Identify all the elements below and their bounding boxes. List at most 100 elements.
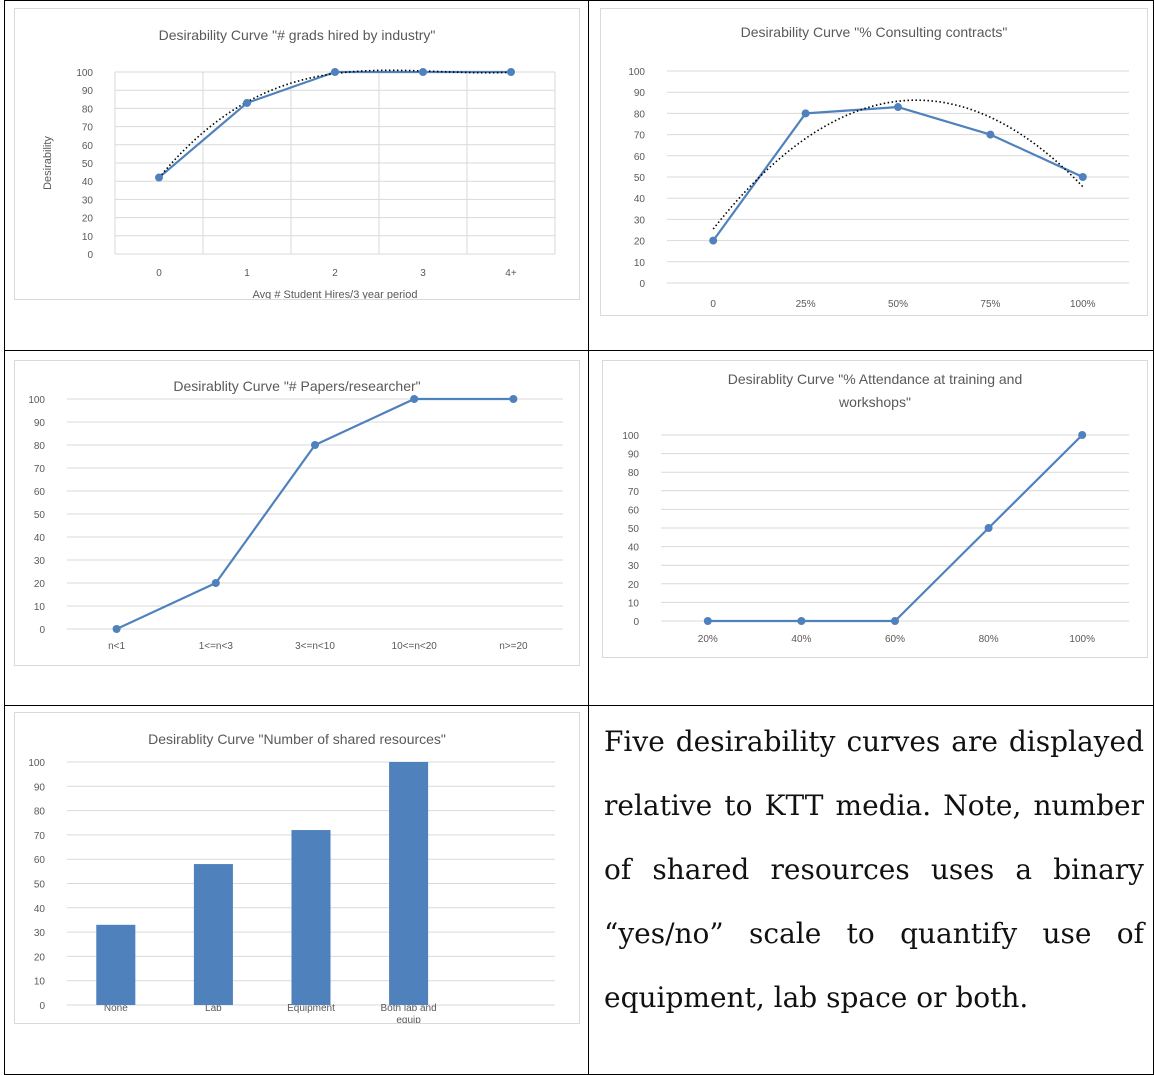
x-tick-label: 1<=n<3 [199,641,234,652]
y-tick-label: 50 [634,173,646,184]
y-tick-label: 60 [34,487,46,498]
data-point [709,236,718,245]
x-tick-label: equip [396,1015,421,1023]
y-tick-label: 30 [628,561,640,572]
data-point [211,579,220,587]
y-tick-label: 40 [634,194,646,205]
data-point [703,617,712,625]
y-tick-label: 40 [82,177,94,188]
x-tick-label: 40% [791,634,811,645]
y-tick-label: 100 [628,67,645,78]
x-tick-label: None [104,1003,128,1014]
bar-equipment [291,830,331,1005]
y-tick-label: 50 [34,880,46,891]
y-tick-label: 80 [634,109,646,120]
y-tick-label: 90 [628,450,640,461]
y-tick-label: 20 [628,580,640,591]
y-tick-label: 100 [622,431,639,442]
y-tick-label: 90 [34,782,46,793]
data-point [410,395,419,403]
table-border-row2 [4,705,1154,706]
data-point [894,103,902,112]
y-tick-label: 70 [82,123,94,134]
bar-both-lab-and-equip [389,762,429,1005]
x-tick-label: 100% [1069,634,1095,645]
chart-title: Desirablity Curve "Number of shared reso… [148,731,446,747]
bar-lab [193,864,233,1005]
y-tick-label: 60 [634,152,646,163]
data-point [331,68,339,76]
data-point [801,109,810,118]
x-tick-label: 60% [885,634,905,645]
y-tick-label: 10 [628,598,640,609]
y-tick-label: 80 [628,468,640,479]
data-point [155,173,163,182]
chart-grads-hired-svg: Desirability Curve "# grads hired by ind… [42,27,556,299]
y-tick-label: 90 [82,86,94,97]
data-point [986,130,995,139]
x-tick-label: 10<=n<20 [392,641,438,652]
data-point [984,524,993,532]
y-tick-label: 30 [34,928,46,939]
y-tick-label: 0 [639,279,645,290]
x-tick-label: 0 [156,268,162,279]
chart-papers-researcher-svg: Desirablity Curve "# Papers/researcher" 0… [28,378,563,652]
y-tick-label: 0 [633,617,639,628]
x-tick-label: 75% [980,299,1000,310]
y-tick-label: 60 [82,141,94,152]
chart-shared-resources-svg: Desirablity Curve "Number of shared reso… [28,731,555,1023]
y-tick-label: 10 [634,258,646,269]
data-point [419,68,427,76]
chart-consulting-contracts-svg: Desirability Curve "% Consulting contrac… [628,24,1129,310]
x-tick-label: 100% [1070,299,1096,310]
y-tick-label: 80 [82,104,94,115]
y-tick-label: 30 [34,556,46,567]
x-tick-label: 3<=n<10 [295,641,335,652]
y-tick-label: 20 [34,952,46,963]
y-tick-label: 80 [34,807,46,818]
data-point [112,625,121,633]
x-tick-label: n>=20 [499,641,528,652]
y-tick-label: 100 [28,758,45,769]
x-tick-label: Equipment [287,1003,335,1014]
x-tick-label: Lab [205,1003,222,1014]
y-tick-label: 50 [628,524,640,535]
data-point [311,441,319,449]
trendline [158,69,512,179]
chart-grads-hired: Desirability Curve "# grads hired by ind… [14,8,580,300]
y-tick-label: 50 [82,159,94,170]
chart-shared-resources: Desirablity Curve "Number of shared reso… [14,712,580,1024]
x-tick-label: Both lab and [381,1003,437,1014]
x-tick-label: 4+ [505,268,517,279]
x-tick-label: 50% [888,299,908,310]
bar-none [96,924,136,1005]
table-border-top [4,0,1154,1]
description-paragraph: Five desirability curves are displayed r… [604,725,1144,1014]
chart-attendance-training: Desirablity Curve "% Attendance at train… [602,360,1148,658]
y-tick-label: 30 [634,215,646,226]
y-tick-label: 100 [28,395,45,406]
y-tick-label: 20 [634,237,646,248]
y-tick-label: 70 [34,464,46,475]
y-tick-label: 50 [34,510,46,521]
y-tick-label: 40 [34,533,46,544]
y-tick-label: 70 [34,831,46,842]
y-tick-label: 40 [628,543,640,554]
y-tick-label: 30 [82,195,94,206]
x-tick-label: 0 [710,299,716,310]
chart-papers-researcher: Desirablity Curve "# Papers/researcher" 0… [14,360,580,666]
y-tick-label: 90 [634,88,646,99]
y-tick-label: 0 [39,625,45,636]
x-tick-label: 20% [698,634,718,645]
data-point [1078,431,1087,439]
y-tick-label: 10 [82,232,94,243]
y-tick-label: 70 [634,131,646,142]
data-point [243,98,251,107]
chart-consulting-contracts: Desirability Curve "% Consulting contrac… [600,8,1148,316]
chart-title: Desirability Curve "# grads hired by ind… [159,27,436,43]
y-tick-label: 0 [87,250,93,261]
y-tick-label: 70 [628,487,640,498]
data-point [507,68,515,76]
y-tick-label: 10 [34,977,46,988]
y-axis-label: Desirability [42,136,54,190]
